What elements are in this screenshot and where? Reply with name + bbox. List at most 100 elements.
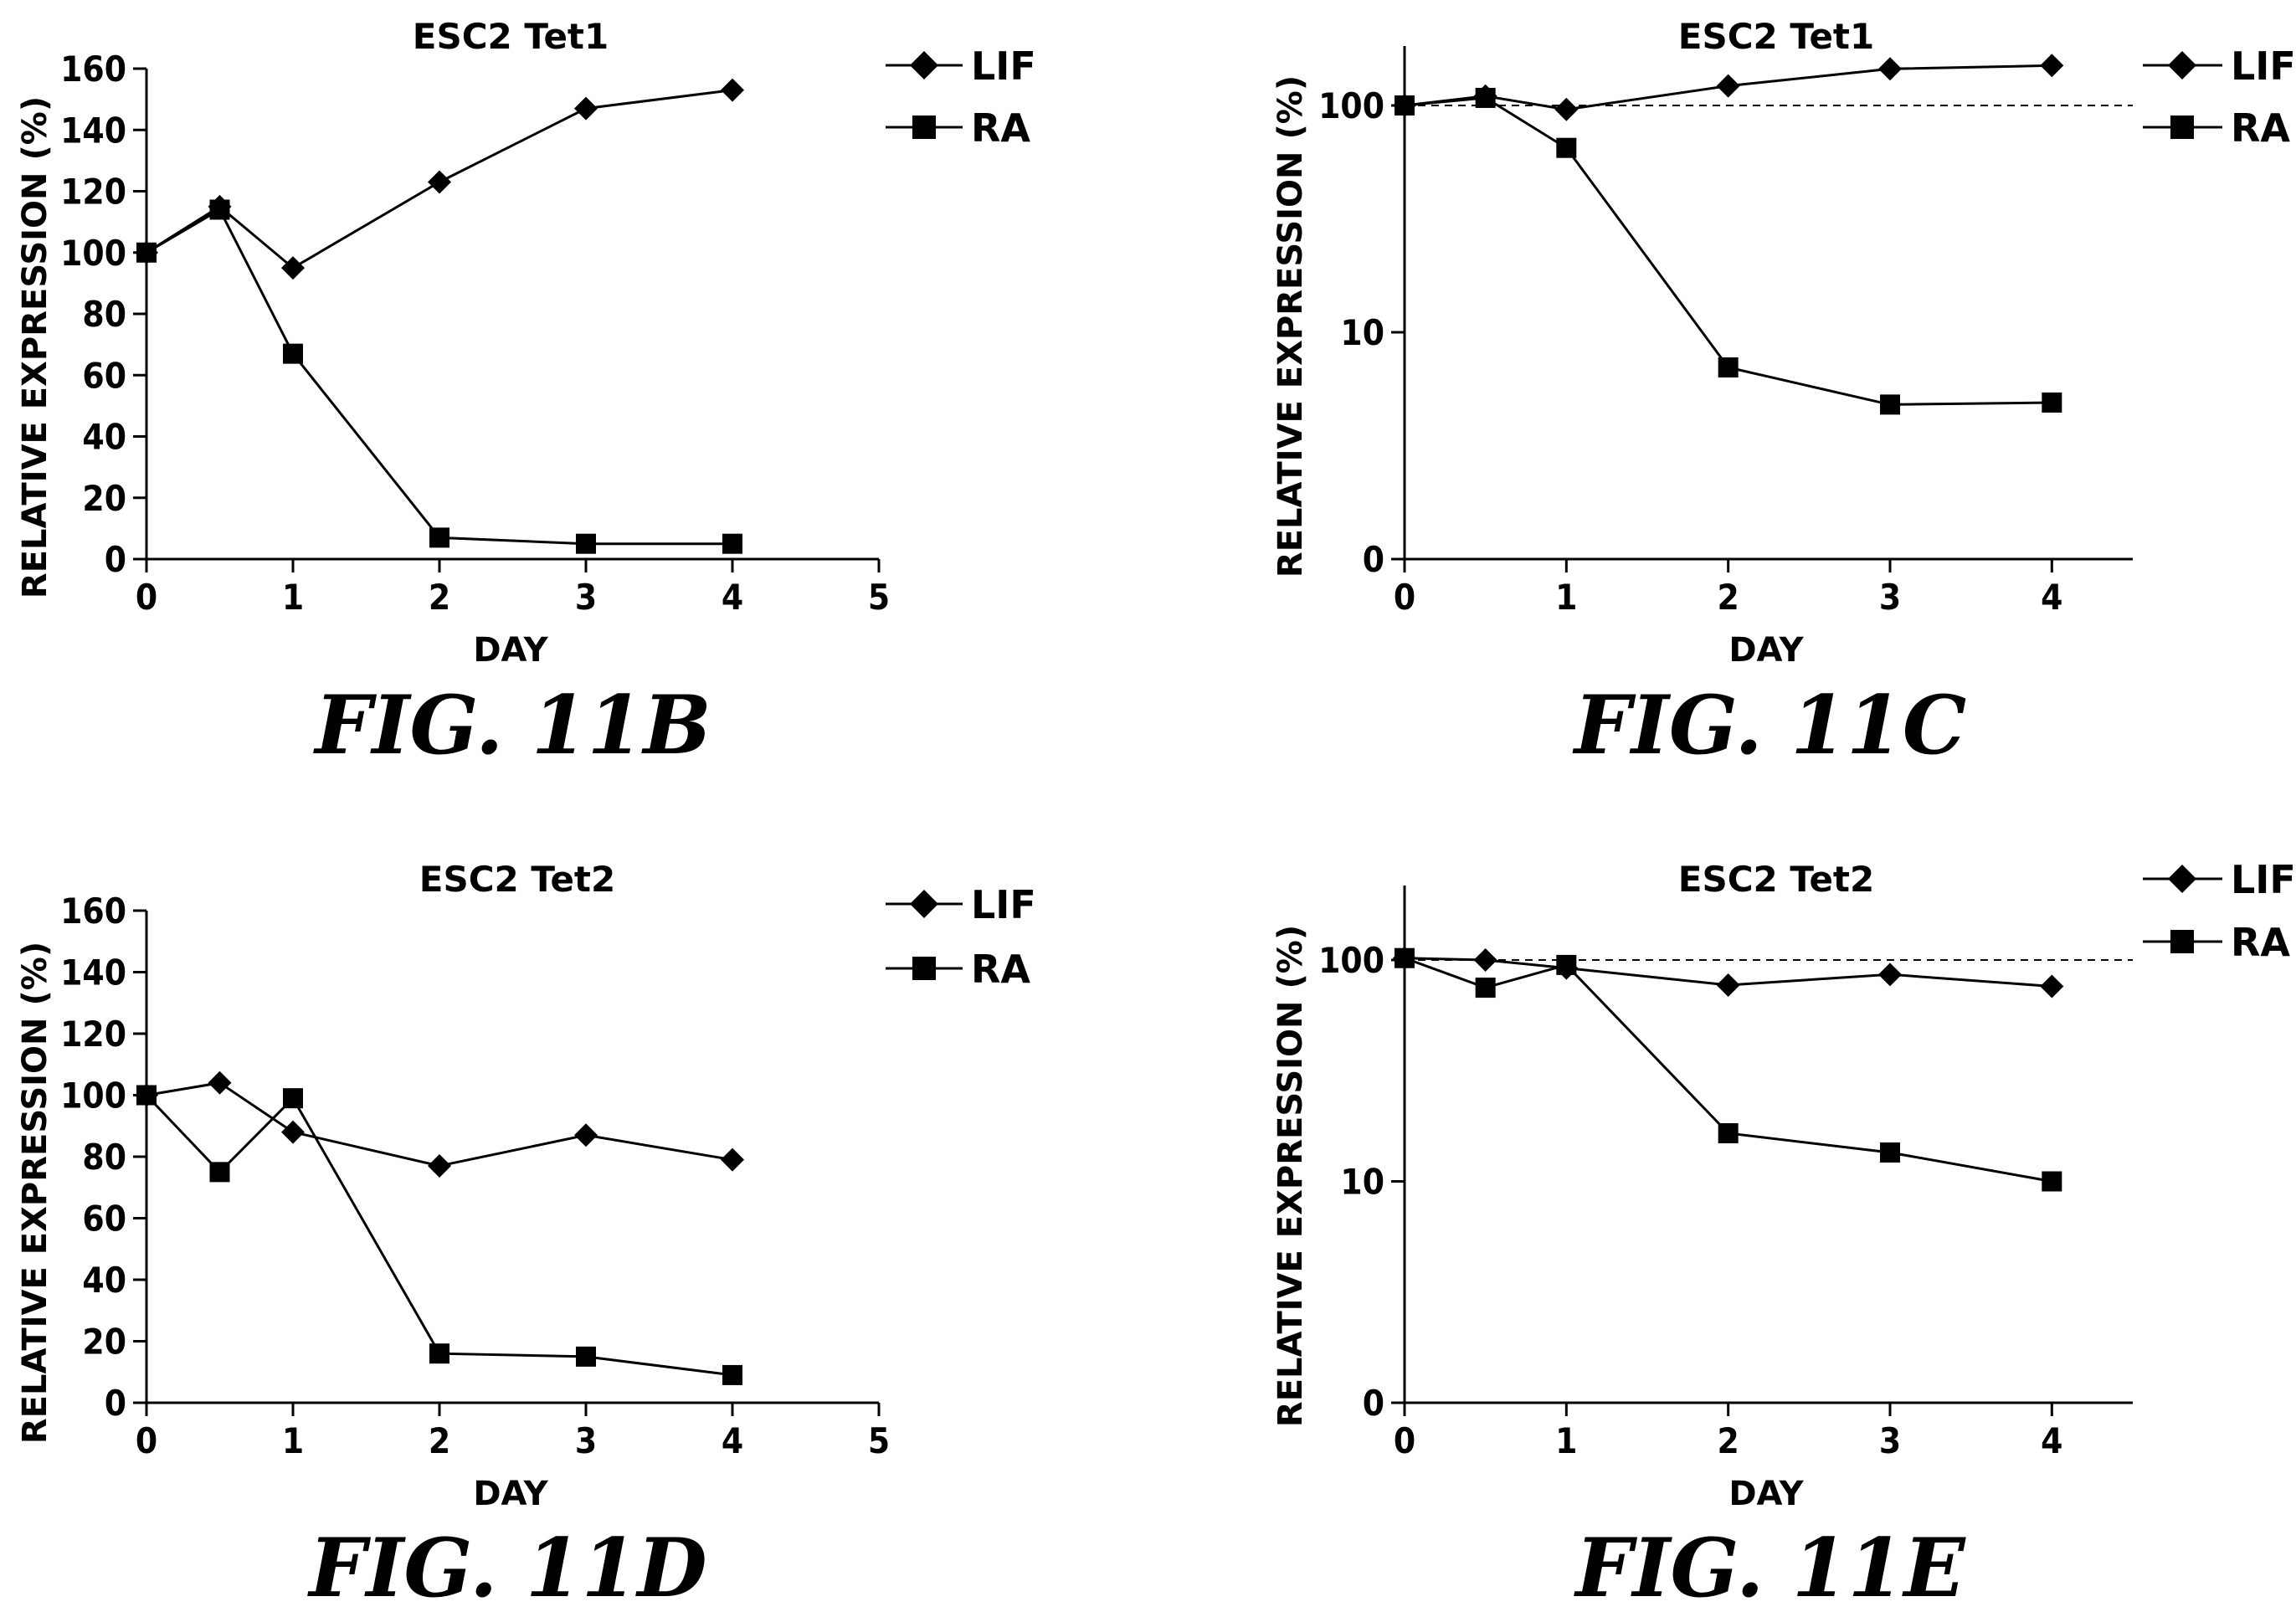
- x-tick-label: 4: [2041, 577, 2062, 618]
- figure-caption: FIG. 11D: [306, 1521, 706, 1612]
- y-axis-label: RELATIVE EXPRESSION (%): [16, 96, 54, 598]
- y-tick-label: 160: [60, 891, 126, 932]
- data-point-lif: [721, 1147, 744, 1172]
- legend-label-lif: LIF: [2231, 44, 2296, 89]
- y-tick-label: 0: [1363, 1383, 1384, 1424]
- y-tick-label: 100: [60, 1076, 126, 1117]
- y-tick-label: 100: [1318, 85, 1384, 126]
- x-tick-label: 2: [429, 1420, 450, 1461]
- legend-label-ra: RA: [971, 947, 1030, 992]
- y-axis-label: RELATIVE EXPRESSION (%): [1271, 925, 1310, 1427]
- data-point-ra: [576, 1346, 596, 1367]
- data-point-lif: [2040, 54, 2064, 78]
- x-axis-label: DAY: [1728, 631, 1804, 670]
- x-tick-label: 0: [136, 577, 157, 618]
- data-point-ra: [2042, 392, 2062, 413]
- chart-title: ESC2 Tet2: [1678, 859, 1874, 900]
- series-line-ra: [145, 1094, 733, 1377]
- data-point-lif: [574, 1123, 598, 1147]
- x-tick-label: 2: [1718, 1420, 1739, 1461]
- data-point-ra: [722, 1364, 742, 1385]
- series-line-ra: [146, 208, 732, 546]
- series-line-lif: [146, 1081, 733, 1168]
- y-tick-label: 0: [105, 1383, 126, 1424]
- legend-label-lif: LIF: [2231, 857, 2296, 902]
- x-tick-label: 2: [1718, 577, 1739, 618]
- y-tick-label: 80: [82, 294, 126, 335]
- data-point-ra: [1395, 947, 1415, 968]
- x-tick-label: 1: [1555, 1420, 1577, 1461]
- data-point-lif: [2040, 974, 2064, 999]
- x-tick-label: 3: [1879, 577, 1901, 618]
- legend: LIF RA: [886, 882, 1036, 992]
- legend-marker-ra: [912, 957, 936, 980]
- data-point-lif: [1716, 973, 1740, 998]
- data-point-ra: [1475, 87, 1496, 108]
- chart-title: ESC2 Tet2: [419, 859, 615, 900]
- data-point-ra: [429, 527, 449, 548]
- figure-caption: FIG. 11E: [1573, 1521, 1966, 1612]
- series-line-ra: [1404, 96, 2052, 406]
- x-axis-label: DAY: [473, 1475, 548, 1513]
- x-tick-label: 4: [722, 1420, 743, 1461]
- legend-label-ra: RA: [2231, 920, 2290, 965]
- chart-title: ESC2 Tet1: [413, 16, 609, 57]
- x-tick-label: 3: [1879, 1420, 1901, 1461]
- data-point-ra: [576, 533, 596, 554]
- x-tick-label: 1: [282, 577, 304, 618]
- x-tick-label: 2: [429, 577, 450, 618]
- x-axis-label: DAY: [1728, 1475, 1804, 1513]
- y-axis-label: RELATIVE EXPRESSION (%): [16, 942, 54, 1444]
- legend-marker-lif: [910, 51, 938, 80]
- y-tick-label: 100: [60, 233, 126, 274]
- y-tick-label: 40: [82, 1260, 126, 1301]
- y-tick-label: 140: [60, 110, 126, 151]
- data-point-ra: [1880, 394, 1900, 415]
- legend: LIF RA: [886, 44, 1036, 151]
- y-tick-label: 20: [82, 478, 126, 519]
- data-point-ra: [136, 242, 157, 263]
- data-point-ra: [283, 343, 303, 364]
- legend-marker-lif: [2168, 51, 2196, 80]
- y-tick-label: 10: [1340, 1162, 1384, 1203]
- x-tick-label: 0: [1394, 1420, 1415, 1461]
- data-point-lif: [1878, 57, 1902, 81]
- data-point-lif: [574, 96, 598, 121]
- series-line-lif: [146, 89, 733, 270]
- data-point-ra: [1556, 954, 1577, 975]
- data-point-lif: [208, 1070, 232, 1095]
- y-tick-label: 120: [60, 172, 126, 213]
- legend: LIF RA: [2143, 44, 2296, 151]
- data-point-ra: [1718, 1122, 1739, 1143]
- series-line-lif: [1404, 64, 2052, 111]
- figure-caption: FIG. 11C: [1572, 678, 1966, 773]
- chart-11c: ESC2 Tet1 RELATIVE EXPRESSION (%) DAY LI…: [1271, 16, 2296, 773]
- data-point-ra: [1475, 978, 1496, 999]
- x-tick-label: 4: [722, 577, 743, 618]
- legend-marker-lif: [2168, 865, 2196, 893]
- y-tick-label: 0: [1363, 539, 1384, 580]
- legend-marker-ra: [2170, 116, 2194, 139]
- y-tick-label: 160: [60, 49, 126, 90]
- y-tick-label: 80: [82, 1137, 126, 1178]
- data-point-ra: [722, 533, 742, 554]
- y-tick-label: 40: [82, 417, 126, 458]
- data-point-ra: [1556, 137, 1577, 158]
- x-tick-label: 1: [1555, 577, 1577, 618]
- data-point-ra: [209, 199, 230, 220]
- data-point-lif: [1473, 948, 1497, 972]
- series-line-lif: [1404, 957, 2052, 988]
- x-tick-label: 3: [575, 1420, 597, 1461]
- y-axis-label: RELATIVE EXPRESSION (%): [1271, 75, 1310, 578]
- x-tick-label: 5: [868, 1420, 890, 1461]
- series-line-ra: [1404, 957, 2052, 1183]
- y-tick-label: 100: [1318, 940, 1384, 981]
- x-tick-label: 5: [868, 577, 890, 618]
- y-tick-label: 60: [82, 1199, 126, 1240]
- y-tick-label: 140: [60, 952, 126, 993]
- data-point-lif: [1716, 74, 1740, 98]
- x-tick-label: 0: [136, 1420, 157, 1461]
- chart-11b: ESC2 Tet1 RELATIVE EXPRESSION (%) DAY LI…: [16, 16, 1036, 773]
- legend-marker-lif: [910, 890, 938, 918]
